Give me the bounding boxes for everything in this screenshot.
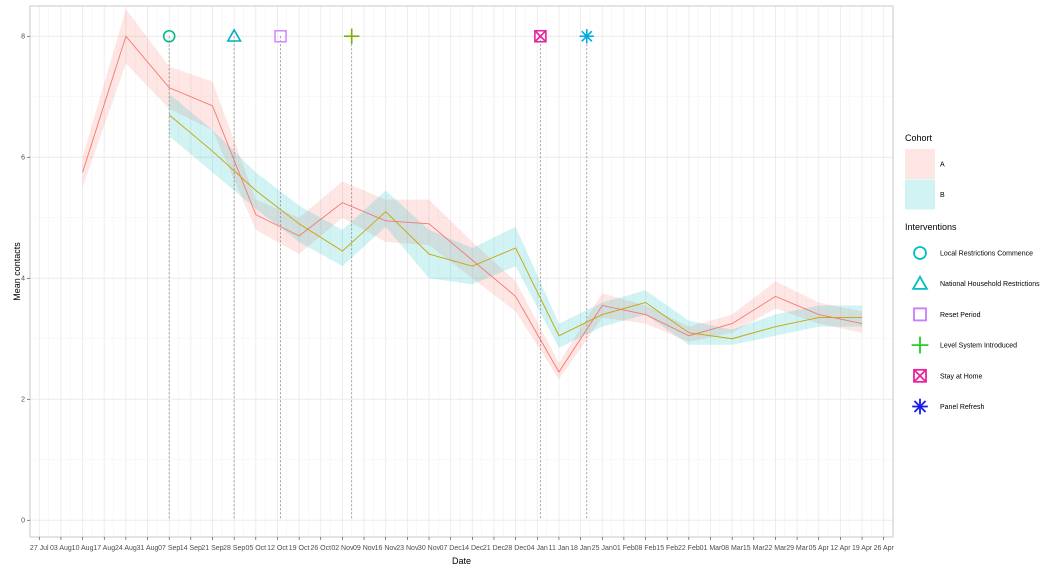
y-tick-label: 0 — [21, 518, 25, 525]
legend-label: National Household Restrictions — [940, 281, 1040, 288]
legend: Cohort A B Interventions Local Restrictions … — [905, 133, 1040, 415]
x-tick-label: 23 Nov — [396, 545, 419, 552]
intervention-marker — [274, 29, 287, 43]
x-tick-label: 04 Jan — [527, 545, 548, 552]
plot-background — [30, 6, 893, 537]
legend-label: B — [940, 192, 945, 199]
x-axis-title: Date — [452, 556, 471, 566]
legend-key-square-x — [913, 368, 927, 383]
legend-key-triangle — [911, 274, 929, 290]
x-tick-label: 16 Nov — [375, 545, 398, 552]
intervention-lines — [168, 36, 588, 521]
x-tick-label: 25 Jan — [592, 545, 613, 552]
intervention-marker — [579, 29, 594, 44]
legend-key-asterisk — [912, 398, 928, 415]
legend-label: Local Restrictions Commence — [940, 251, 1033, 258]
x-tick-label: 03 Aug — [50, 545, 72, 552]
x-tick-label: 19 Apr — [852, 545, 873, 552]
plot-panel-border — [29, 5, 894, 538]
marker-triangle — [911, 274, 929, 290]
x-tick-label: 30 Nov — [418, 545, 441, 552]
y-tick-label: 6 — [21, 155, 25, 162]
marker-x-2 — [913, 369, 927, 383]
x-tick-label: 28 Dec — [505, 545, 528, 552]
confidence-band-B — [169, 93, 863, 348]
x-tick-label: 17 Aug — [93, 545, 115, 552]
x-tick-label: 29 Mar — [786, 545, 808, 552]
x-tick-label: 11 Jan — [549, 545, 570, 552]
x-tick-label: 05 Oct — [245, 545, 266, 552]
marker-square — [274, 29, 287, 43]
legend-key-B — [905, 179, 935, 210]
intervention-marker — [226, 28, 242, 42]
x-tick-label: 10 Aug — [72, 545, 94, 552]
x-tick-label: 28 Sep — [223, 545, 245, 552]
x-tick-label: 26 Oct — [310, 545, 331, 552]
x-tick-label: 01 Mar — [700, 545, 722, 552]
x-tick-label: 12 Oct — [267, 545, 288, 552]
x-tick-label: 19 Oct — [289, 545, 310, 552]
marker-square — [913, 368, 927, 383]
legend-label: Stay at Home — [940, 373, 983, 380]
legend-label: Reset Period — [940, 312, 981, 319]
x-tick-label: 26 Apr — [874, 545, 895, 552]
y-tick-label: 2 — [21, 397, 25, 404]
series-line-A — [82, 35, 863, 373]
confidence-bands — [82, 9, 863, 380]
x-tick-label: 15 Feb — [656, 545, 678, 552]
x-tick-label: 07 Dec — [440, 545, 463, 552]
y-axis-ticks: 0 2 4 6 8 — [21, 34, 30, 525]
marker-square — [913, 307, 927, 322]
legend-key-A — [905, 149, 935, 179]
y-axis-title: Mean contacts — [12, 242, 22, 301]
x-tick-label: 21 Dec — [483, 545, 506, 552]
marker-circle — [162, 29, 176, 43]
legend-key-plus — [911, 336, 929, 354]
x-tick-label: 08 Mar — [721, 545, 743, 552]
marker-circle — [913, 246, 927, 260]
legend-label: A — [940, 162, 945, 169]
x-tick-label: 07 Sep — [158, 545, 180, 552]
series-lines — [82, 35, 863, 373]
intervention-marker — [162, 29, 176, 43]
x-tick-label: 27 Jul — [30, 545, 49, 552]
x-tick-label: 22 Feb — [678, 545, 700, 552]
x-tick-label: 18 Jan — [570, 545, 591, 552]
y-tick-label: 8 — [21, 34, 25, 41]
x-tick-label: 09 Nov — [353, 545, 376, 552]
grid — [30, 6, 893, 537]
legend-key-circle — [913, 246, 927, 260]
x-tick-label: 05 Apr — [809, 545, 830, 552]
legend-label: Level System Introduced — [940, 343, 1017, 350]
x-tick-label: 01 Feb — [613, 545, 635, 552]
x-tick-label: 31 Aug — [137, 545, 159, 552]
x-tick-label: 15 Mar — [743, 545, 765, 552]
marker-x-2 — [534, 30, 547, 43]
legend-title: Cohort — [905, 133, 933, 143]
series-line-B — [168, 114, 863, 340]
x-tick-label: 21 Sep — [201, 545, 223, 552]
x-tick-label: 14 Sep — [180, 545, 202, 552]
x-tick-label: 02 Nov — [331, 545, 354, 552]
intervention-markers — [162, 28, 594, 44]
legend-label: Panel Refresh — [940, 404, 984, 411]
legend-key-square — [913, 307, 927, 322]
marker-asterisk-ray — [581, 30, 593, 42]
intervention-marker — [343, 28, 360, 44]
x-tick-label: 22 Mar — [765, 545, 787, 552]
marker-square — [534, 29, 547, 43]
x-axis-ticks: 27 Jul 03 Aug 10 Aug 17 Aug 24 Aug 31 Aug 07 S… — [30, 537, 895, 552]
legend-title: Interventions — [905, 222, 957, 232]
x-tick-label: 12 Apr — [830, 545, 851, 552]
marker-triangle — [226, 28, 242, 42]
intervention-marker — [534, 29, 547, 43]
x-tick-label: 14 Dec — [461, 545, 484, 552]
x-tick-label: 08 Feb — [635, 545, 657, 552]
marker-asterisk-ray — [913, 400, 927, 413]
x-tick-label: 24 Aug — [115, 545, 137, 552]
y-tick-label: 4 — [21, 276, 25, 283]
